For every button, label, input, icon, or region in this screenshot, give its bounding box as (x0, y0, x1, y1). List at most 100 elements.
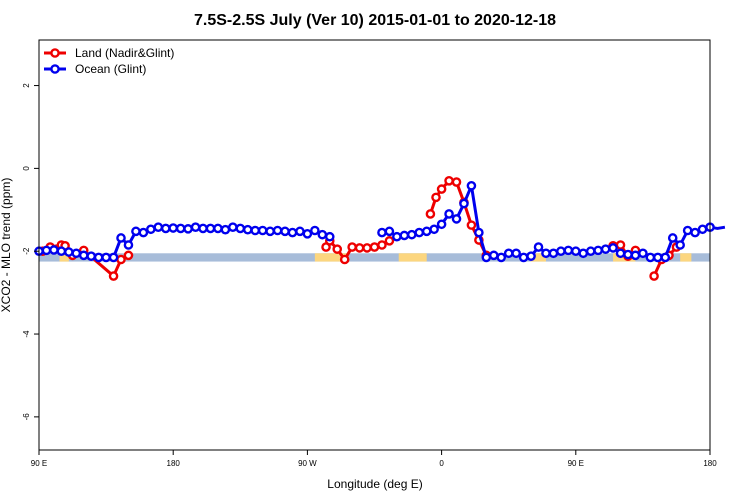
data-point (623, 249, 633, 260)
y-axis: 2 0 -2 -4 -6 (22, 83, 39, 421)
data-point (436, 184, 447, 194)
data-point (78, 250, 89, 261)
data-point (630, 250, 641, 261)
data-point (295, 226, 305, 237)
data-point (451, 214, 462, 224)
data-point (488, 250, 499, 261)
plot-frame (38, 39, 711, 451)
data-point (496, 252, 507, 263)
data-point (242, 224, 253, 235)
data-point (444, 176, 454, 186)
legend-item: Land (Nadir&Glint) (44, 46, 174, 60)
data-point (533, 242, 544, 252)
data-point (41, 245, 52, 256)
data-point (649, 271, 659, 281)
ocean-band (39, 253, 710, 262)
data-point (153, 222, 164, 232)
data-point (123, 240, 134, 250)
land-band-segment (531, 253, 546, 262)
data-point (138, 227, 149, 238)
data-point (287, 227, 298, 238)
data-point (444, 209, 454, 219)
data-point (93, 252, 104, 263)
data-point (481, 252, 492, 263)
x-tick-label: 90 E (31, 459, 47, 468)
legend-label: Ocean (Glint) (75, 62, 146, 76)
x-tick-label: 0 (439, 459, 444, 468)
data-point (384, 226, 395, 237)
data-point (183, 224, 193, 234)
x-tick-label: 180 (167, 459, 181, 468)
data-point (108, 271, 119, 281)
data-point (431, 192, 441, 203)
y-tick-label: -2 (22, 247, 31, 255)
data-point (332, 244, 343, 254)
legend-item: Ocean (Glint) (44, 62, 146, 76)
data-point (116, 233, 126, 243)
data-point (645, 252, 656, 263)
data-point (49, 245, 59, 255)
data-point (660, 252, 671, 263)
series-layer (34, 176, 726, 281)
data-point (608, 243, 618, 253)
data-point (123, 250, 134, 261)
data-point (406, 229, 417, 240)
data-point (503, 248, 514, 259)
data-point (451, 177, 462, 187)
x-tick-label: 90 E (568, 459, 584, 468)
land-band-segment (59, 253, 69, 262)
data-point (466, 180, 477, 191)
y-tick-label: -6 (22, 413, 31, 421)
data-point (511, 248, 521, 259)
data-point (697, 224, 708, 235)
data-point (675, 240, 685, 250)
data-point (362, 243, 372, 253)
data-point (541, 248, 551, 259)
legend: Land (Nadir&Glint) Ocean (Glint) (44, 46, 174, 76)
data-point (377, 240, 387, 250)
surface-band (39, 253, 710, 262)
data-point (235, 223, 246, 234)
data-point (265, 226, 275, 237)
data-point (280, 226, 290, 237)
land-band-segment (680, 253, 692, 262)
x-axis: 90 E 180 90 W 0 90 E 180 (31, 450, 717, 468)
data-point (131, 226, 141, 237)
data-point (369, 242, 380, 252)
y-tick-label: -4 (22, 330, 31, 338)
land-band-segment (398, 253, 427, 262)
legend-label: Land (Nadir&Glint) (75, 46, 174, 60)
data-point (615, 248, 626, 259)
data-point (682, 225, 693, 236)
data-point (392, 231, 402, 242)
data-point (302, 229, 313, 239)
data-point (466, 220, 477, 230)
data-point (220, 224, 231, 235)
data-point (474, 227, 484, 238)
data-point (228, 222, 238, 232)
x-axis-label: Longitude (deg E) (327, 477, 422, 491)
data-point (101, 252, 111, 263)
data-point (585, 246, 596, 257)
data-point (146, 224, 156, 235)
data-point (425, 209, 436, 219)
data-point (317, 229, 328, 240)
data-point (86, 251, 96, 261)
data-point (578, 248, 589, 259)
data-point (160, 223, 171, 234)
data-point (56, 246, 67, 257)
data-point (556, 246, 566, 257)
legend-swatch-marker (50, 48, 60, 58)
data-point (690, 227, 700, 238)
data-point (71, 248, 82, 259)
data-point (384, 236, 395, 246)
data-point (548, 248, 559, 259)
data-point (250, 225, 261, 236)
data-point (526, 251, 536, 261)
data-point (64, 247, 74, 257)
data-point (198, 223, 208, 234)
data-point (571, 246, 581, 257)
data-point (116, 254, 126, 265)
data-point (399, 230, 410, 241)
